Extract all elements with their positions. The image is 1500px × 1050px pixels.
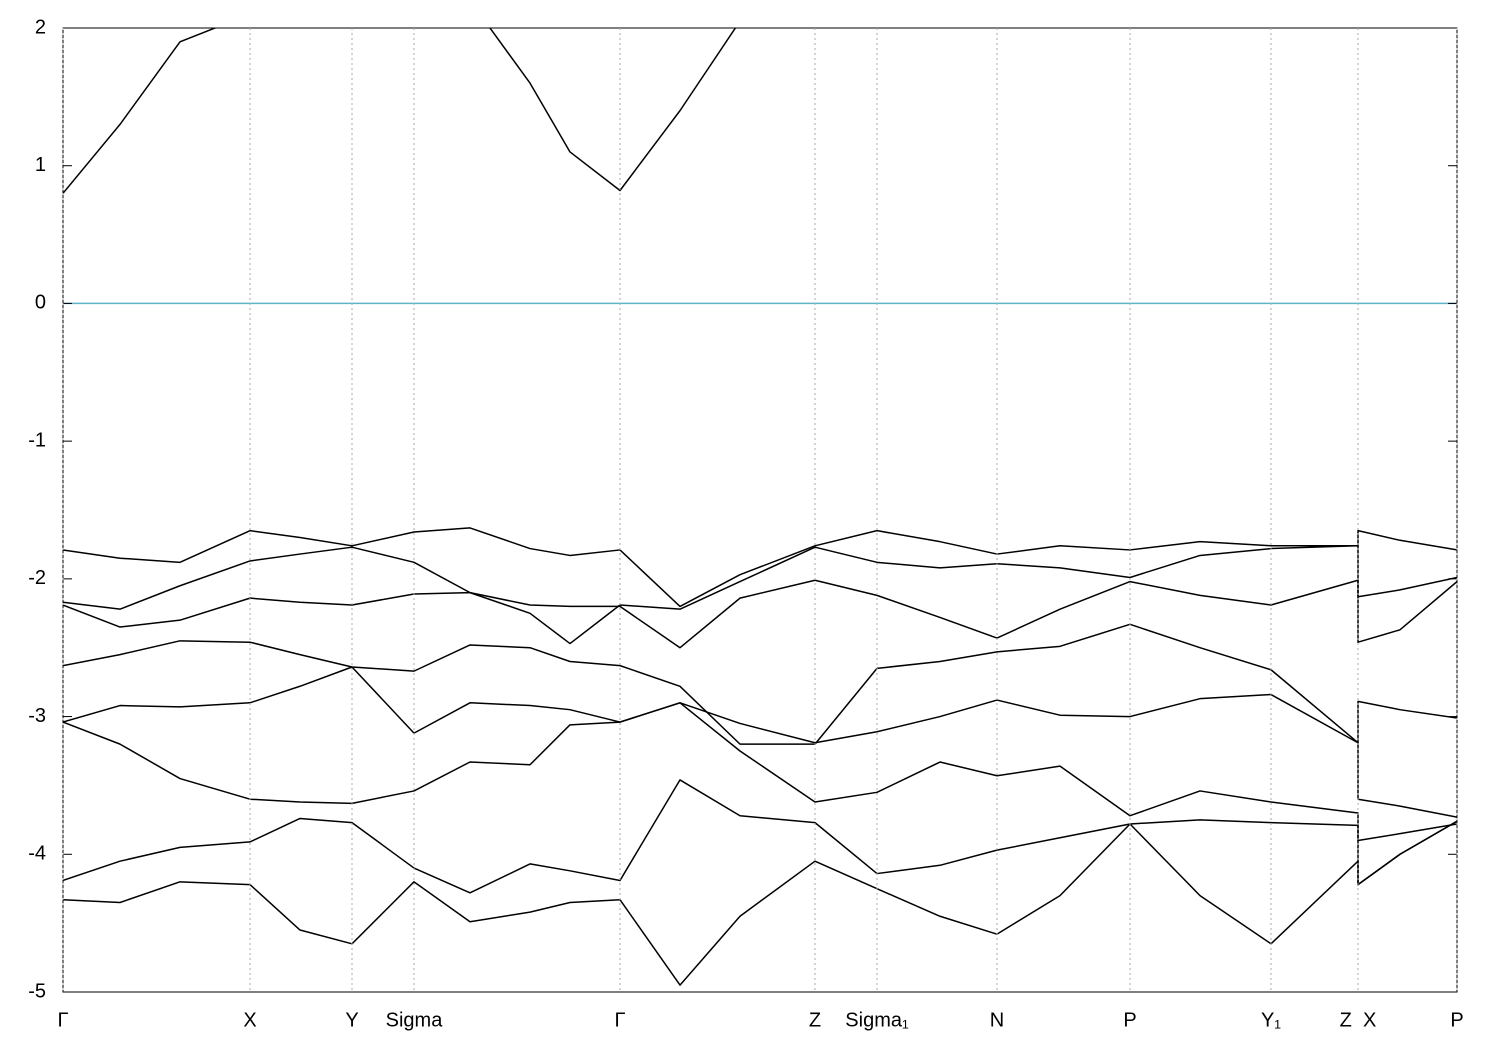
- x-tick-label: Γ: [614, 1009, 625, 1031]
- x-tick-label: P: [1450, 1009, 1463, 1031]
- x-tick-label: X: [243, 1009, 256, 1031]
- y-tick-label: 0: [35, 292, 46, 314]
- x-tick-label: Sigma: [386, 1009, 444, 1031]
- y-tick-label: -2: [28, 567, 46, 589]
- band-line: [63, 28, 737, 194]
- band-line: [63, 527, 1457, 608]
- y-tick-label: 2: [35, 16, 46, 38]
- x-tick-label: Z: [809, 1009, 821, 1031]
- x-tick-label: Y: [345, 1009, 358, 1031]
- x-tick-label: Sigma₁: [845, 1009, 909, 1031]
- band-line: [63, 579, 1457, 649]
- x-tick-label: Z X: [1340, 1009, 1377, 1031]
- x-tick-label: Y₁: [1261, 1009, 1281, 1031]
- x-tick-label: N: [990, 1009, 1004, 1031]
- x-tick-label: P: [1123, 1009, 1136, 1031]
- band-line: [63, 702, 1457, 842]
- y-tick-label: -1: [28, 429, 46, 451]
- x-tick-label: Γ: [57, 1009, 68, 1031]
- band-line: [63, 779, 1457, 894]
- y-tick-label: -3: [28, 705, 46, 727]
- y-tick-label: 1: [35, 154, 46, 176]
- y-tick-label: -5: [28, 980, 46, 1002]
- y-tick-label: -4: [28, 843, 46, 865]
